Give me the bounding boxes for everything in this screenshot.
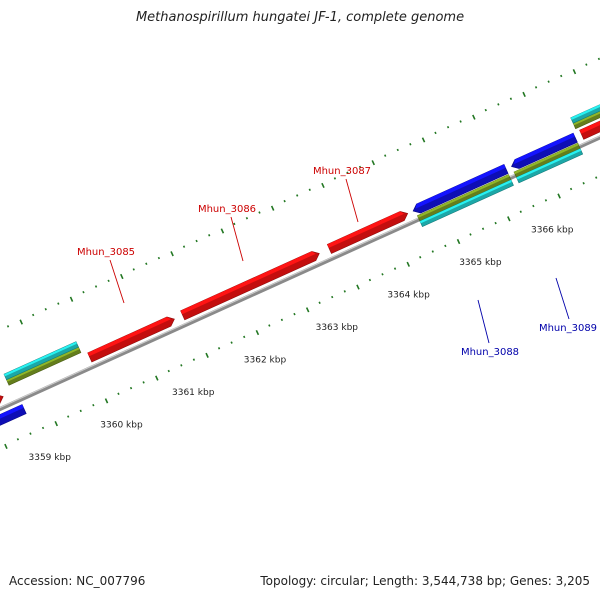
gene-mhun-3090 [579, 120, 600, 140]
scale-label: 3366 kbp [531, 225, 574, 235]
feature-cyan-3 [419, 179, 514, 227]
scale-labels: 3359 kbp 3360 kbp 3361 kbp 3362 kbp 3363 kbp… [29, 225, 574, 462]
feature-cyan-1 [3, 341, 79, 381]
scale-label: 3361 kbp [172, 388, 215, 398]
gene-label: Mhun_3086 [198, 204, 256, 215]
scale-label: 3360 kbp [100, 420, 143, 430]
gene-mhun-3089 [511, 132, 578, 169]
feature-olive-2 [572, 110, 600, 130]
gene-label: Mhun_3088 [461, 347, 519, 358]
gene-label: Mhun_3085 [77, 247, 135, 258]
scale-label: 3363 kbp [316, 323, 359, 333]
scale-label: 3362 kbp [244, 355, 287, 365]
gene-leader-line [345, 178, 359, 223]
gene-mhun-3085 [87, 316, 175, 363]
gene-label: Mhun_3087 [313, 166, 371, 177]
gene-leader-line [109, 259, 125, 304]
genome-summary: Topology: circular; Length: 3,544,738 bp… [260, 574, 590, 588]
scale-label: 3365 kbp [459, 258, 502, 268]
feature-cyan-4 [516, 148, 584, 184]
scale-label: 3364 kbp [387, 290, 430, 300]
gene-leader-line [477, 299, 490, 344]
tick-row-lower [4, 176, 598, 449]
gene-mhun-3087 [326, 211, 409, 254]
accession-label: Accession: NC_007796 [9, 574, 146, 588]
gene-mhun-3088 [412, 164, 509, 214]
genome-title: Methanospirillum hungatei JF-1, complete… [135, 10, 465, 25]
scale-label: 3359 kbp [29, 453, 72, 463]
gene-mhun-3086 [180, 251, 320, 321]
tick-row-upper [6, 57, 600, 328]
gene-mhun-3084 [0, 395, 4, 404]
gene-label: Mhun_3089 [539, 323, 597, 334]
gene-leader-line [230, 216, 244, 262]
gene-leader-line [555, 277, 570, 320]
feature-cyan-2 [570, 104, 600, 124]
gene-mhun-3083 [0, 404, 27, 426]
